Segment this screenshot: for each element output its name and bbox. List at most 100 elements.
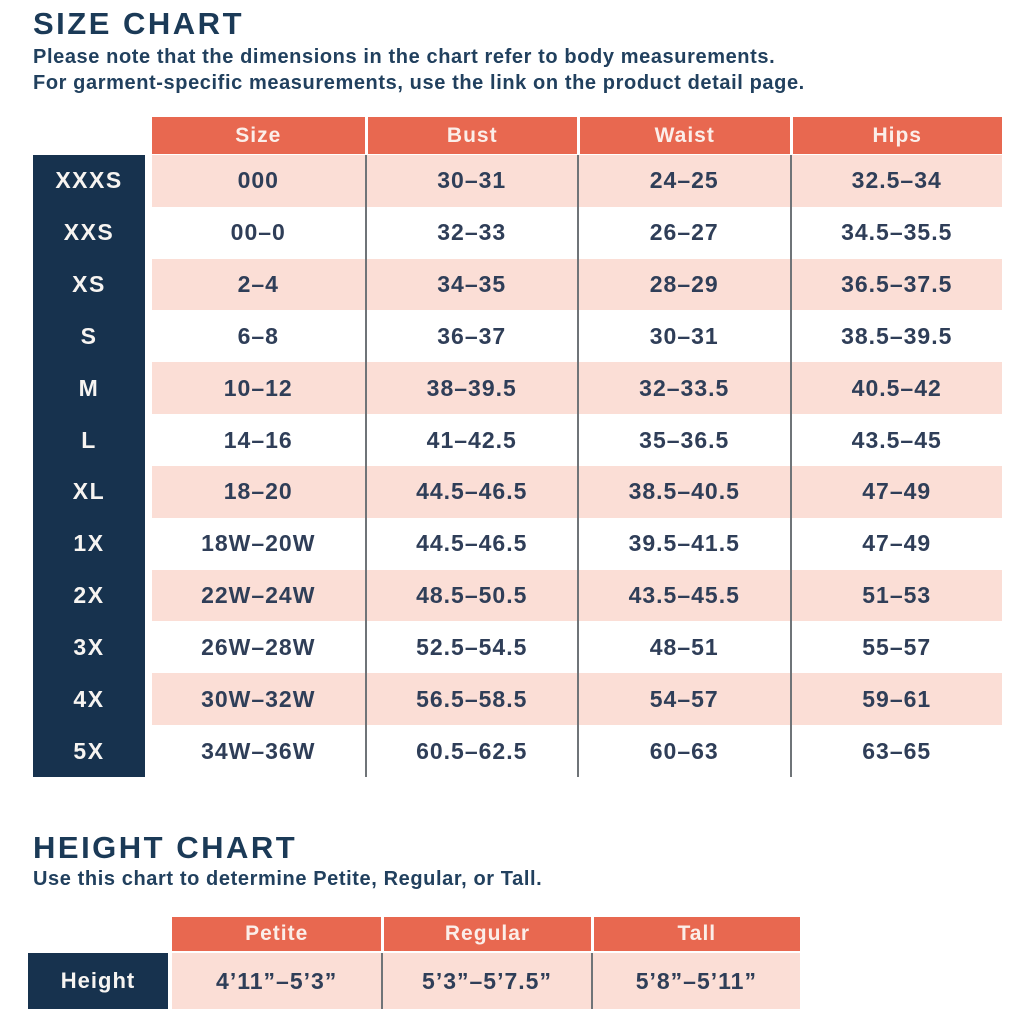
size-row-s: S 6–8 36–37 30–31 38.5–39.5 bbox=[33, 310, 1002, 363]
cell-hips: 43.5–45 bbox=[789, 414, 1002, 466]
cell-bust: 34–35 bbox=[364, 258, 577, 311]
row-label: M bbox=[33, 362, 145, 415]
cell-hips: 38.5–39.5 bbox=[789, 310, 1002, 363]
size-row-l: L 14–16 41–42.5 35–36.5 43.5–45 bbox=[33, 414, 1002, 466]
row-gap bbox=[145, 466, 152, 518]
cell-hips: 59–61 bbox=[789, 673, 1002, 726]
row-gap bbox=[145, 207, 152, 259]
cell-bust: 38–39.5 bbox=[364, 362, 577, 415]
cell-waist: 30–31 bbox=[577, 310, 790, 363]
row-label: 3X bbox=[33, 621, 145, 674]
cell-size: 00–0 bbox=[152, 206, 365, 259]
cell-waist: 54–57 bbox=[577, 673, 790, 726]
row-label: S bbox=[33, 310, 145, 363]
cell-waist: 28–29 bbox=[577, 258, 790, 311]
size-row-m: M 10–12 38–39.5 32–33.5 40.5–42 bbox=[33, 362, 1002, 415]
cell-hips: 47–49 bbox=[789, 465, 1002, 518]
height-col-header-petite: Petite bbox=[172, 917, 382, 951]
cell-size: 30W–32W bbox=[152, 673, 365, 726]
cell-size: 10–12 bbox=[152, 362, 365, 415]
cell-waist: 38.5–40.5 bbox=[577, 465, 790, 518]
cell-waist: 35–36.5 bbox=[577, 414, 790, 466]
row-label: 1X bbox=[33, 517, 145, 570]
height-table-row: Height 4’11”–5’3” 5’3”–5’7.5” 5’8”–5’11” bbox=[28, 953, 800, 1009]
row-gap bbox=[145, 310, 152, 362]
cell-bust: 44.5–46.5 bbox=[364, 517, 577, 570]
cell-bust: 32–33 bbox=[364, 206, 577, 259]
cell-hips: 32.5–34 bbox=[789, 155, 1002, 207]
cell-bust: 30–31 bbox=[364, 155, 577, 207]
cell-hips: 51–53 bbox=[789, 569, 1002, 622]
size-row-xxxs: XXXS 000 30–31 24–25 32.5–34 bbox=[33, 155, 1002, 207]
cell-bust: 44.5–46.5 bbox=[364, 465, 577, 518]
cell-waist: 26–27 bbox=[577, 206, 790, 259]
row-gap bbox=[145, 725, 152, 777]
height-table-header-row: Petite Regular Tall bbox=[172, 917, 800, 951]
height-cell-regular: 5’3”–5’7.5” bbox=[381, 953, 591, 1009]
cell-bust: 60.5–62.5 bbox=[364, 725, 577, 777]
size-row-xs: XS 2–4 34–35 28–29 36.5–37.5 bbox=[33, 258, 1002, 311]
cell-size: 000 bbox=[152, 155, 365, 207]
size-chart-subtitle-2: For garment-specific measurements, use t… bbox=[33, 72, 805, 94]
row-label: XXXS bbox=[33, 155, 145, 207]
size-chart-title: SIZE CHART bbox=[33, 6, 244, 41]
row-gap bbox=[145, 570, 152, 622]
row-label: XS bbox=[33, 258, 145, 311]
row-label: XL bbox=[33, 465, 145, 518]
size-row-xxs: XXS 00–0 32–33 26–27 34.5–35.5 bbox=[33, 206, 1002, 259]
row-gap bbox=[145, 673, 152, 725]
cell-hips: 47–49 bbox=[789, 517, 1002, 570]
cell-bust: 41–42.5 bbox=[364, 414, 577, 466]
cell-bust: 52.5–54.5 bbox=[364, 621, 577, 674]
row-label: XXS bbox=[33, 206, 145, 259]
cell-size: 14–16 bbox=[152, 414, 365, 466]
cell-size: 6–8 bbox=[152, 310, 365, 363]
height-cell-petite: 4’11”–5’3” bbox=[172, 953, 382, 1009]
size-row-1x: 1X 18W–20W 44.5–46.5 39.5–41.5 47–49 bbox=[33, 517, 1002, 570]
height-chart-subtitle: Use this chart to determine Petite, Regu… bbox=[33, 868, 543, 890]
cell-waist: 60–63 bbox=[577, 725, 790, 777]
size-col-header-size: Size bbox=[152, 117, 365, 154]
size-col-header-bust: Bust bbox=[364, 117, 577, 154]
row-label: 5X bbox=[33, 725, 145, 777]
size-row-2x: 2X 22W–24W 48.5–50.5 43.5–45.5 51–53 bbox=[33, 569, 1002, 622]
cell-size: 18W–20W bbox=[152, 517, 365, 570]
size-col-header-hips: Hips bbox=[789, 117, 1002, 154]
height-col-header-regular: Regular bbox=[381, 917, 591, 951]
row-label: 4X bbox=[33, 673, 145, 726]
size-col-header-waist: Waist bbox=[577, 117, 790, 154]
cell-hips: 36.5–37.5 bbox=[789, 258, 1002, 311]
cell-hips: 34.5–35.5 bbox=[789, 206, 1002, 259]
cell-hips: 63–65 bbox=[789, 725, 1002, 777]
height-col-header-tall: Tall bbox=[590, 917, 800, 951]
cell-waist: 43.5–45.5 bbox=[577, 569, 790, 622]
cell-bust: 48.5–50.5 bbox=[364, 569, 577, 622]
cell-size: 2–4 bbox=[152, 258, 365, 311]
height-row-label: Height bbox=[28, 953, 168, 1009]
cell-bust: 36–37 bbox=[364, 310, 577, 363]
row-gap bbox=[145, 259, 152, 311]
height-chart-title: HEIGHT CHART bbox=[33, 830, 298, 865]
row-label: L bbox=[33, 414, 145, 466]
size-row-3x: 3X 26W–28W 52.5–54.5 48–51 55–57 bbox=[33, 621, 1002, 674]
cell-hips: 40.5–42 bbox=[789, 362, 1002, 415]
row-gap bbox=[145, 518, 152, 570]
cell-size: 18–20 bbox=[152, 465, 365, 518]
size-table-header-row: Size Bust Waist Hips bbox=[152, 117, 1002, 154]
row-gap bbox=[145, 155, 152, 207]
height-cell-tall: 5’8”–5’11” bbox=[590, 953, 800, 1009]
size-row-4x: 4X 30W–32W 56.5–58.5 54–57 59–61 bbox=[33, 673, 1002, 726]
cell-waist: 39.5–41.5 bbox=[577, 517, 790, 570]
cell-waist: 24–25 bbox=[577, 155, 790, 207]
cell-size: 34W–36W bbox=[152, 725, 365, 777]
row-gap bbox=[145, 414, 152, 466]
cell-bust: 56.5–58.5 bbox=[364, 673, 577, 726]
cell-size: 22W–24W bbox=[152, 569, 365, 622]
size-chart-subtitle-1: Please note that the dimensions in the c… bbox=[33, 46, 776, 68]
row-gap bbox=[145, 362, 152, 414]
row-gap bbox=[145, 621, 152, 673]
size-row-5x: 5X 34W–36W 60.5–62.5 60–63 63–65 bbox=[33, 725, 1002, 777]
row-label: 2X bbox=[33, 569, 145, 622]
cell-size: 26W–28W bbox=[152, 621, 365, 674]
